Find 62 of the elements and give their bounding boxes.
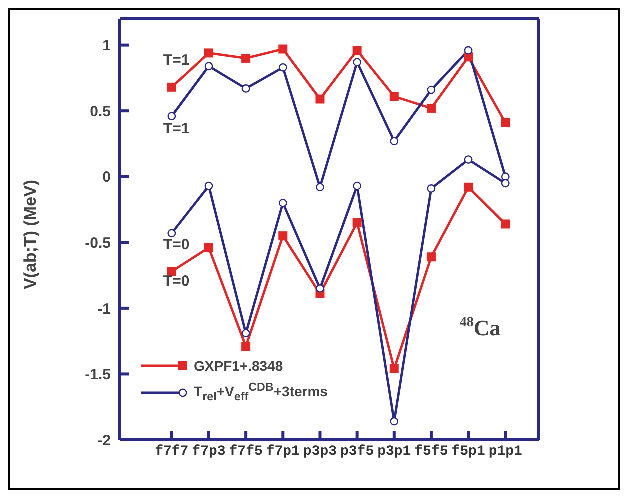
point	[316, 183, 324, 192]
point	[464, 156, 473, 164]
annotation: $^{48}$Ca	[460, 315, 501, 341]
point	[278, 198, 288, 208]
y-tick-label: -2	[98, 432, 111, 450]
point	[352, 46, 362, 56]
legend-label: GXPF1+.8348	[194, 358, 284, 374]
point	[278, 44, 288, 54]
point	[167, 82, 176, 92]
point	[204, 243, 214, 252]
point	[501, 172, 510, 182]
point	[204, 62, 214, 71]
point	[353, 58, 362, 67]
x-tick-label: f7p3	[192, 444, 226, 460]
y-tick-label: -1.5	[85, 366, 111, 384]
point	[464, 46, 473, 55]
annotation: T=1	[163, 52, 190, 70]
point	[204, 48, 214, 58]
x-tick-label: f7f5	[229, 444, 263, 460]
y-axis-title: V(ab;T) (MeV)	[21, 180, 40, 290]
point	[278, 63, 288, 72]
point	[242, 84, 250, 93]
point	[242, 54, 251, 63]
y-tick-label: 0.5	[90, 103, 111, 120]
point	[316, 284, 324, 293]
x-tick-label: p1p1	[488, 444, 522, 460]
point	[501, 220, 510, 229]
point	[426, 104, 436, 113]
annotation: T=0	[163, 236, 190, 254]
point	[390, 364, 399, 374]
point	[316, 94, 325, 104]
x-tick-label: p3p3	[303, 444, 338, 460]
point	[390, 417, 399, 426]
point	[501, 118, 510, 128]
point	[168, 112, 176, 121]
point	[242, 342, 251, 352]
annotation: T=0	[163, 273, 190, 290]
point	[278, 232, 288, 241]
point	[427, 86, 436, 94]
point	[352, 218, 362, 228]
point	[464, 182, 474, 192]
point	[353, 182, 362, 190]
point	[390, 92, 399, 102]
point	[204, 182, 214, 190]
point	[168, 229, 176, 238]
x-tick-label: f7f7	[155, 444, 189, 460]
point	[390, 137, 399, 146]
y-tick-label: -0.5	[85, 234, 111, 252]
y-tick-label: 1	[102, 38, 111, 55]
y-tick-label: -1	[98, 300, 111, 318]
point	[426, 252, 436, 262]
x-tick-label: p3f5	[340, 444, 374, 460]
x-tick-label: f7p1	[266, 444, 300, 460]
x-tick-label: f5p1	[452, 444, 486, 460]
x-tick-label: p3p1	[378, 444, 412, 460]
point	[242, 329, 250, 338]
point	[427, 184, 436, 193]
legend-label: T$_{rel}$+V$_{eff}$$^{CDB}$+3terms	[194, 381, 328, 404]
point	[501, 179, 510, 188]
y-tick-label: 0	[102, 169, 111, 186]
annotation: T=1	[163, 120, 190, 138]
x-tick-label: f5f5	[414, 444, 448, 460]
